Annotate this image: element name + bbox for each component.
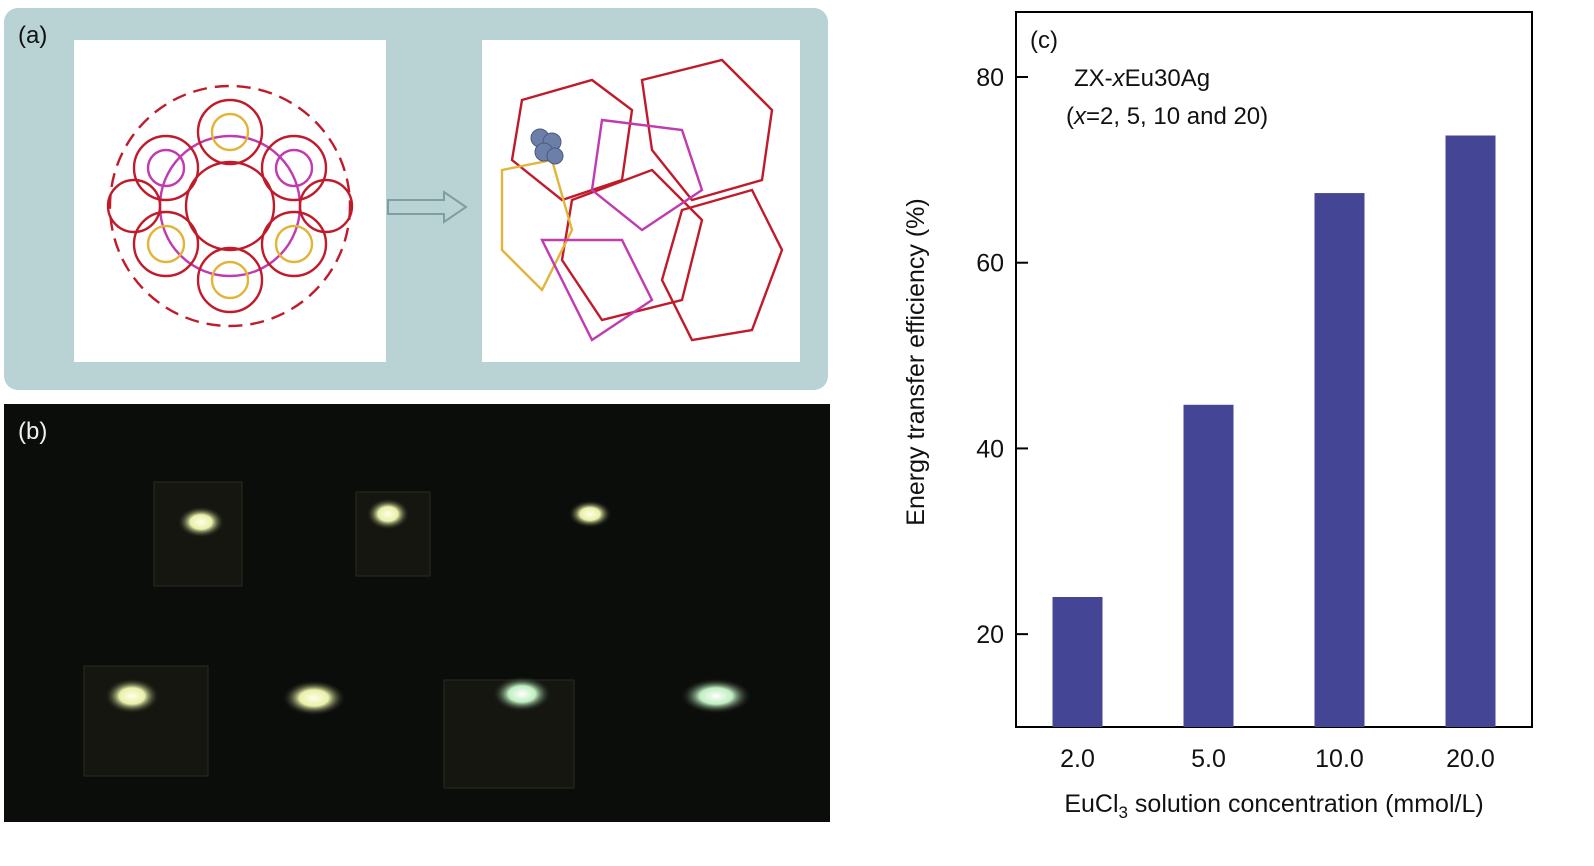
sample-photo	[83, 481, 752, 789]
panel-a-label: (a)	[18, 22, 48, 49]
x-tick-label: 2.0	[1060, 745, 1095, 773]
x-tick-label: 10.0	[1315, 745, 1364, 773]
panel-b: (b)	[4, 404, 830, 822]
bar-2.0	[1052, 597, 1103, 727]
x-tick-label: 5.0	[1191, 745, 1226, 773]
plot-frame	[1015, 11, 1533, 728]
panel-b-label: (b)	[18, 418, 48, 445]
y-tick-label: 20	[976, 621, 1004, 649]
y-axis-title: Energy transfer efficiency (%)	[902, 198, 930, 525]
bar-10.0	[1314, 193, 1365, 728]
framework-structure-left	[106, 84, 354, 328]
x-tick-label: 20.0	[1446, 745, 1495, 773]
bar-20.0	[1445, 135, 1496, 727]
framework-structure-right	[500, 58, 784, 342]
y-tick-label: 40	[976, 435, 1004, 463]
series-annotation: ZX-xEu30Ag	[1074, 65, 1210, 92]
framework-image-left	[74, 40, 386, 362]
series-annotation-values: (x=2, 5, 10 and 20)	[1066, 103, 1268, 130]
panel-a: (a)	[4, 8, 828, 390]
bar-5.0	[1183, 404, 1234, 727]
transformation-arrow-icon	[387, 190, 468, 224]
bar-chart: (c) ZX-xEu30Ag (x=2, 5, 10 and 20) 20 40 6…	[902, 11, 1533, 822]
y-tick-label: 80	[976, 64, 1004, 92]
x-axis-title: EuCl3 solution concentration (mmol/L)	[1064, 790, 1483, 822]
y-tick-label: 60	[976, 250, 1004, 278]
panel-c-label: (c)	[1030, 27, 1058, 54]
chart-panel-c: (c) ZX-xEu30Ag (x=2, 5, 10 and 20) 20 40 6…	[880, 0, 1590, 866]
framework-image-right	[482, 40, 800, 362]
